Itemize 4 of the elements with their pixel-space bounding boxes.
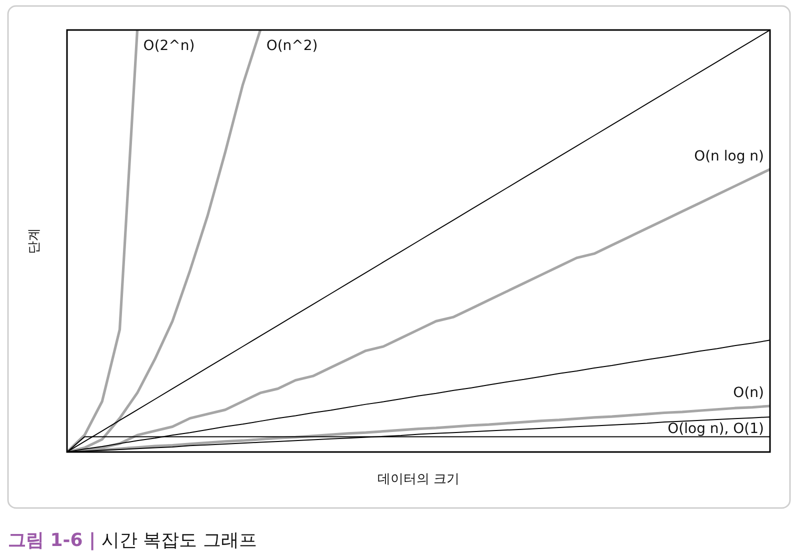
text: 그림 1-6 | 시간 복잡도 그래프 [8, 530, 257, 551]
y-axis-title: 단계 [27, 228, 42, 254]
x-axis-title: 데이터의 크기 [377, 472, 460, 487]
annotation: O(log n), O(1) [668, 421, 764, 437]
